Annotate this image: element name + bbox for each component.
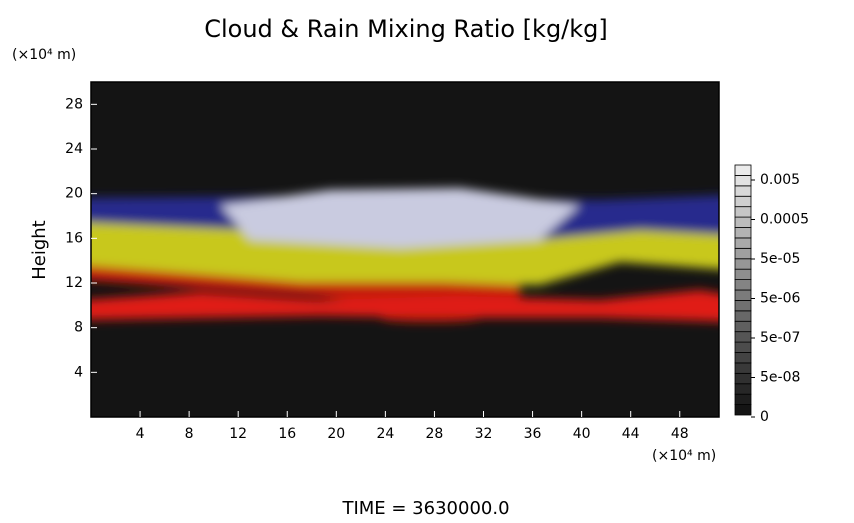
colorbar-label: 0.005 xyxy=(760,172,800,188)
x-tick-label: 32 xyxy=(475,426,493,442)
yellow-band xyxy=(91,222,719,285)
time-annotation: TIME = 3630000.0 xyxy=(341,498,509,519)
colorbar-label: 0.0005 xyxy=(760,212,809,228)
colorbar-segment xyxy=(734,268,752,280)
colorbar-segment xyxy=(734,393,752,405)
x-tick-label: 4 xyxy=(136,426,145,442)
colorbar-segment xyxy=(734,320,752,333)
x-tick-label: 48 xyxy=(671,426,689,442)
y-tick-label: 24 xyxy=(65,141,83,157)
x-tick-label: 12 xyxy=(229,426,247,442)
colorbar-label: 0 xyxy=(760,409,769,425)
x-tick-label: 44 xyxy=(622,426,640,442)
y-tick-label: 4 xyxy=(74,364,83,380)
colorbar-segment xyxy=(734,310,752,322)
colorbar-segment xyxy=(734,185,752,197)
colorbar-segment xyxy=(734,216,752,228)
x-tick-label: 40 xyxy=(573,426,591,442)
colorbar-segment xyxy=(734,247,752,260)
colorbar-segment xyxy=(734,258,752,270)
chart-title: Cloud & Rain Mixing Ratio [kg/kg] xyxy=(204,15,608,43)
colorbar-segment xyxy=(734,289,752,301)
colorbar-segment xyxy=(734,164,752,176)
colorbar-segment xyxy=(734,404,752,416)
colorbar-segment xyxy=(734,352,752,364)
y-unit: (×10⁴ m) xyxy=(12,47,76,63)
y-tick-label: 8 xyxy=(74,320,83,336)
colorbar-segment xyxy=(734,237,752,249)
colorbar-segment xyxy=(734,227,752,239)
red-patch xyxy=(380,314,480,322)
x-tick-label: 8 xyxy=(185,426,194,442)
x-tick-label: 24 xyxy=(376,426,394,442)
colorbar-label: 5e-07 xyxy=(760,330,800,346)
y-tick-label: 28 xyxy=(65,96,83,112)
colorbar-label: 5e-08 xyxy=(760,370,800,386)
colorbar-label: 5e-05 xyxy=(760,251,800,267)
colorbar-segment xyxy=(734,331,752,343)
colorbar-segment xyxy=(734,175,752,187)
red-band-lower xyxy=(91,290,719,322)
field xyxy=(91,188,719,322)
x-unit: (×10⁴ m) xyxy=(652,448,716,464)
x-tick-label: 16 xyxy=(278,426,296,442)
y-axis-label: Height xyxy=(29,220,50,280)
colorbar-segment xyxy=(734,362,752,374)
y-tick-label: 16 xyxy=(65,230,83,246)
y-tick-label: 12 xyxy=(65,275,83,291)
colorbar-segment xyxy=(734,279,752,291)
plot-frame xyxy=(90,81,720,418)
y-tick-label: 20 xyxy=(65,186,83,202)
colorbar-segment xyxy=(734,383,752,395)
colorbar-label: 5e-06 xyxy=(760,291,800,307)
colorbar-segment xyxy=(734,206,752,218)
colorbar-segment xyxy=(734,372,752,385)
x-tick-label: 36 xyxy=(524,426,542,442)
x-tick-label: 20 xyxy=(327,426,345,442)
x-tick-label: 28 xyxy=(426,426,444,442)
colorbar-segment xyxy=(734,341,752,353)
colorbar: 0 5e-08 5e-07 5e-06 5e-05 0.0005 0.005 xyxy=(734,164,809,425)
colorbar-segment xyxy=(734,195,752,208)
colorbar-segment xyxy=(734,300,752,312)
white-band xyxy=(220,188,580,248)
